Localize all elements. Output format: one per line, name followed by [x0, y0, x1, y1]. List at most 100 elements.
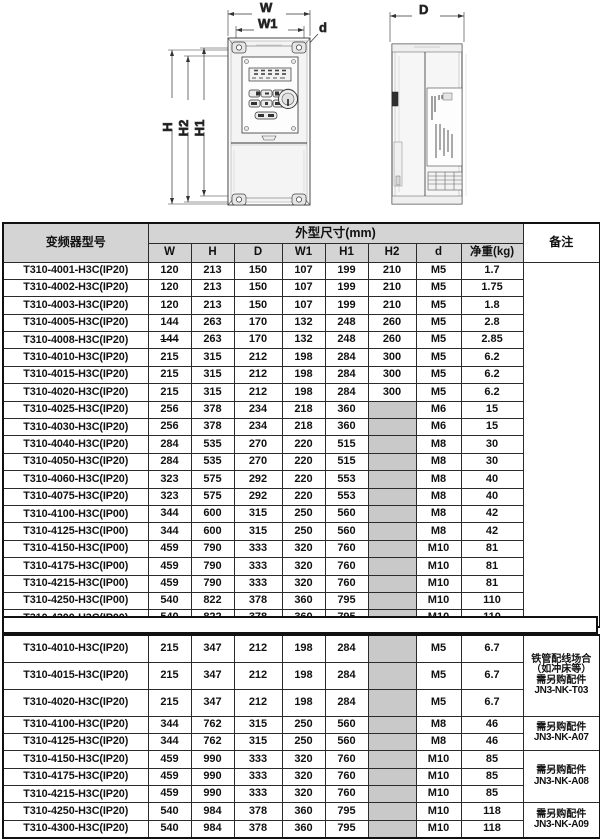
rating-nameplate — [426, 87, 463, 167]
table-row: T310-4150-H3C(IP00) 459 790 333 320 760 M10 81 — [2, 539, 600, 559]
cell-remark: 需另购配件 JN3-NK-A09 — [522, 802, 600, 839]
cell-h2: 300 — [367, 383, 417, 402]
cell-weight: 6.7 — [460, 688, 524, 717]
cell-w: 120 — [147, 278, 192, 298]
header-h2: H2 — [367, 242, 417, 263]
cell-w1: 320 — [281, 574, 326, 593]
cell-d: 170 — [233, 313, 283, 333]
table-row: T310-4125-H3C(IP20) 344 762 315 250 560 M8 46 — [2, 732, 600, 752]
cell-h2 — [367, 634, 417, 663]
cell-model: T310-4015-H3C(IP20) — [2, 661, 149, 690]
label-w1: W1 — [258, 16, 278, 31]
cell-model: T310-4008-H3C(IP20) — [2, 331, 149, 350]
cell-h: 535 — [190, 435, 235, 454]
cell-w1: 107 — [281, 278, 326, 298]
cell-w: 459 — [147, 539, 192, 559]
cell-model: T310-4125-H3C(IP00) — [2, 522, 149, 541]
cell-w: 284 — [147, 435, 192, 454]
table-row: T310-4003-H3C(IP20) 120 213 150 107 199 210 M5 1… — [2, 296, 600, 315]
cell-w: 540 — [147, 819, 192, 839]
cell-w1: 107 — [281, 296, 326, 315]
cell-d: 378 — [233, 819, 283, 839]
cell-screw: M10 — [415, 819, 462, 839]
cell-h: 990 — [190, 785, 235, 804]
cell-model: T310-4020-H3C(IP20) — [2, 688, 149, 717]
cell-w1: 198 — [281, 365, 326, 385]
cell-h1: 248 — [324, 331, 369, 350]
cell-d: 315 — [233, 504, 283, 524]
cell-screw: M6 — [415, 418, 462, 437]
cell-model: T310-4020-H3C(IP20) — [2, 383, 149, 402]
cell-w: 323 — [147, 487, 192, 506]
header-dimension-group: 外型尺寸(mm) — [147, 222, 524, 244]
heatsink-fins — [427, 171, 463, 191]
cell-weight: 15 — [460, 400, 524, 420]
potentiometer-knob — [278, 88, 298, 109]
table-row: T310-4008-H3C(IP20) 144 263 170 132 248 260 M5 2… — [2, 331, 600, 350]
cell-d: 333 — [233, 767, 283, 787]
cell-h1: 795 — [324, 802, 369, 821]
cell-model: T310-4250-H3C(IP20) — [2, 802, 149, 821]
cell-h1: 760 — [324, 557, 369, 576]
cell-h1: 515 — [324, 435, 369, 454]
cell-h2 — [367, 732, 417, 752]
cell-w1: 360 — [281, 819, 326, 839]
cell-model: T310-4010-H3C(IP20) — [2, 348, 149, 367]
cell-model: T310-4060-H3C(IP20) — [2, 470, 149, 489]
cell-w1: 320 — [281, 557, 326, 576]
cell-h1: 795 — [324, 591, 369, 611]
cell-w1: 218 — [281, 418, 326, 437]
cell-d: 212 — [233, 383, 283, 402]
cell-h: 575 — [190, 487, 235, 506]
table-row: T310-4215-H3C(IP00) 459 790 333 320 760 M10 81 — [2, 574, 600, 593]
cell-h: 790 — [190, 557, 235, 576]
cell-h2 — [367, 591, 417, 611]
spec-table-2: T310-4010-H3C(IP20) 215 347 212 198 284 M5 6.7 铁… — [2, 634, 600, 839]
cell-screw: M5 — [415, 688, 462, 717]
cell-h1: 360 — [324, 400, 369, 420]
cell-w: 144 — [147, 331, 192, 350]
cell-model: T310-4040-H3C(IP20) — [2, 435, 149, 454]
cell-d: 150 — [233, 261, 283, 280]
cell-h2 — [367, 487, 417, 506]
cell-w1: 320 — [281, 539, 326, 559]
cell-h: 790 — [190, 539, 235, 559]
cell-d: 150 — [233, 278, 283, 298]
cell-h2: 210 — [367, 278, 417, 298]
cell-h1: 560 — [324, 504, 369, 524]
cell-d: 315 — [233, 715, 283, 734]
cell-screw: M10 — [415, 802, 462, 821]
label-w: W — [260, 0, 273, 15]
cell-h: 990 — [190, 767, 235, 787]
cell-d: 270 — [233, 435, 283, 454]
cell-w1: 320 — [281, 785, 326, 804]
cell-h: 378 — [190, 400, 235, 420]
cell-model: T310-4003-H3C(IP20) — [2, 296, 149, 315]
cell-h: 378 — [190, 418, 235, 437]
cell-h1: 199 — [324, 278, 369, 298]
remark-part-number: JN3-NK-A09 — [533, 819, 589, 831]
cell-weight: 85 — [460, 767, 524, 787]
cell-weight: 15 — [460, 418, 524, 437]
cell-d: 212 — [233, 661, 283, 690]
cell-weight: 81 — [460, 574, 524, 593]
cell-model: T310-4215-H3C(IP20) — [2, 785, 149, 804]
cell-weight: 81 — [460, 539, 524, 559]
cell-w1: 360 — [281, 802, 326, 821]
cell-model: T310-4005-H3C(IP20) — [2, 313, 149, 333]
separator-cell — [2, 616, 598, 634]
cell-w: 323 — [147, 470, 192, 489]
cell-h1: 760 — [324, 785, 369, 804]
cell-w: 215 — [147, 383, 192, 402]
cell-d: 270 — [233, 452, 283, 472]
cell-d: 333 — [233, 539, 283, 559]
cell-model: T310-4001-H3C(IP20) — [2, 261, 149, 280]
cell-model: T310-4300-H3C(IP20) — [2, 819, 149, 839]
cell-h: 990 — [190, 750, 235, 769]
cell-screw: M8 — [415, 435, 462, 454]
cell-screw: M5 — [415, 383, 462, 402]
cell-d: 378 — [233, 591, 283, 611]
table-row: T310-4050-H3C(IP20) 284 535 270 220 515 M8 30 — [2, 452, 600, 472]
cell-w1: 220 — [281, 470, 326, 489]
cell-screw: M8 — [415, 732, 462, 752]
